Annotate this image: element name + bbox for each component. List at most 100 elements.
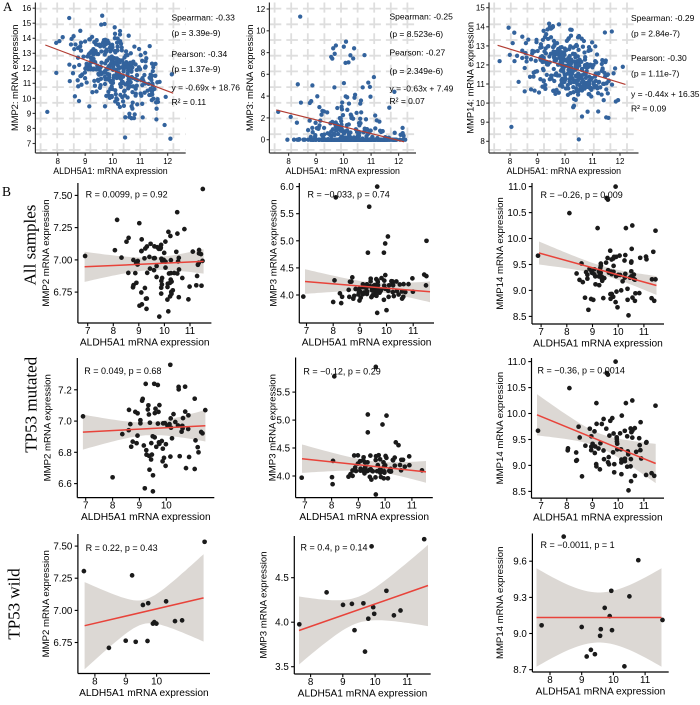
svg-text:10: 10 [561, 157, 570, 166]
svg-text:4.5: 4.5 [276, 444, 290, 455]
svg-text:11: 11 [23, 79, 32, 88]
svg-text:9: 9 [356, 501, 361, 512]
svg-text:Spearman: -0.33: Spearman: -0.33 [172, 13, 236, 23]
svg-text:Pearson: -0.30: Pearson: -0.30 [631, 53, 687, 63]
svg-text:12: 12 [22, 64, 31, 73]
svg-text:9.5: 9.5 [513, 260, 527, 271]
svg-text:8.5: 8.5 [513, 312, 527, 323]
svg-text:8: 8 [92, 677, 98, 688]
svg-text:11.0: 11.0 [508, 357, 527, 368]
svg-text:MMP2 mRNA expression: MMP2 mRNA expression [41, 550, 52, 657]
svg-text:8: 8 [564, 327, 570, 338]
svg-text:8.5: 8.5 [512, 487, 526, 498]
svg-text:8: 8 [330, 326, 336, 337]
svg-text:ALDH5A1: mRNA expression: ALDH5A1: mRNA expression [507, 166, 622, 176]
svg-text:ALDH5A1 mRNA expression: ALDH5A1 mRNA expression [299, 512, 429, 523]
svg-text:9: 9 [480, 118, 485, 127]
svg-text:9: 9 [590, 327, 595, 338]
svg-text:ALDH5A1 mRNA expression: ALDH5A1 mRNA expression [81, 512, 211, 523]
svg-text:11: 11 [367, 157, 376, 166]
svg-text:7.0: 7.0 [58, 417, 72, 428]
svg-text:12: 12 [163, 157, 172, 166]
svg-text:MMP3 mRNA expression: MMP3 mRNA expression [269, 199, 280, 306]
svg-text:9: 9 [136, 326, 141, 337]
svg-text:ALDH5A1 mRNA expression: ALDH5A1 mRNA expression [298, 689, 428, 700]
svg-text:R = −0.36, p = 0.0014: R = −0.36, p = 0.0014 [538, 365, 625, 375]
svg-text:16: 16 [22, 4, 31, 13]
svg-text:7: 7 [83, 501, 88, 512]
svg-text:MMP2: mRNA expression: MMP2: mRNA expression [10, 25, 20, 131]
svg-text:4.0: 4.0 [275, 618, 289, 629]
svg-text:9.6: 9.6 [513, 557, 527, 568]
svg-text:10: 10 [380, 501, 391, 512]
svg-text:TP53 mutated: TP53 mutated [22, 356, 41, 452]
svg-text:7.00: 7.00 [53, 255, 73, 266]
svg-text:7.50: 7.50 [53, 191, 73, 202]
svg-text:7: 7 [85, 326, 90, 337]
svg-text:9.0: 9.0 [512, 461, 526, 472]
svg-text:14: 14 [476, 23, 485, 32]
svg-text:3.5: 3.5 [275, 662, 289, 673]
svg-text:ALDH5A1 mRNA expression: ALDH5A1 mRNA expression [302, 338, 432, 349]
svg-text:6.75: 6.75 [53, 288, 73, 299]
svg-text:11.0: 11.0 [508, 182, 527, 193]
svg-text:12: 12 [476, 61, 485, 70]
svg-text:10: 10 [613, 327, 624, 338]
svg-text:11: 11 [402, 677, 412, 688]
svg-text:10: 10 [370, 677, 381, 688]
svg-text:R² = 0.07: R² = 0.07 [390, 96, 425, 106]
svg-text:10: 10 [608, 675, 619, 686]
svg-text:8: 8 [329, 501, 335, 512]
svg-text:10: 10 [476, 99, 485, 108]
svg-text:7: 7 [538, 501, 543, 512]
svg-text:(p = 1.11e-7): (p = 1.11e-7) [631, 68, 679, 78]
svg-text:9.5: 9.5 [512, 435, 526, 446]
svg-text:9: 9 [579, 675, 584, 686]
svg-text:TP53 wild: TP53 wild [5, 568, 24, 640]
svg-text:MMP2 mRNA expression: MMP2 mRNA expression [41, 199, 52, 306]
svg-text:(p = 1.37e-9): (p = 1.37e-9) [172, 64, 221, 74]
svg-text:2: 2 [261, 114, 266, 123]
svg-text:9: 9 [590, 501, 595, 512]
svg-text:8: 8 [110, 501, 116, 512]
svg-text:10: 10 [381, 326, 392, 337]
svg-text:8: 8 [308, 677, 314, 688]
svg-text:(p = 2.84e-7): (p = 2.84e-7) [631, 29, 680, 39]
svg-text:10.0: 10.0 [507, 234, 527, 245]
svg-text:11: 11 [639, 501, 649, 512]
svg-text:10: 10 [159, 326, 170, 337]
svg-text:ALDH5A1 mRNA expression: ALDH5A1 mRNA expression [533, 513, 663, 524]
svg-text:8: 8 [55, 157, 60, 166]
svg-text:5.0: 5.0 [280, 236, 294, 247]
svg-text:15: 15 [476, 4, 485, 13]
svg-text:10: 10 [339, 157, 348, 166]
svg-text:8: 8 [286, 157, 291, 166]
svg-text:7.50: 7.50 [53, 542, 73, 553]
svg-text:5.5: 5.5 [276, 388, 290, 399]
svg-text:9: 9 [535, 157, 540, 166]
svg-text:12: 12 [256, 5, 265, 14]
svg-text:R = −0.12, p = 0.29: R = −0.12, p = 0.29 [303, 367, 380, 377]
svg-text:ALDH5A1 mRNA expression: ALDH5A1 mRNA expression [79, 688, 209, 699]
svg-text:R = −0.033, p = 0.74: R = −0.033, p = 0.74 [308, 190, 390, 200]
svg-text:ALDH5A1 mRNA expression: ALDH5A1 mRNA expression [536, 687, 666, 698]
svg-text:9: 9 [137, 501, 142, 512]
svg-text:9: 9 [123, 677, 128, 688]
svg-text:ALDH5A1 mRNA expression: ALDH5A1 mRNA expression [80, 338, 210, 349]
svg-text:6.0: 6.0 [280, 182, 294, 193]
svg-text:12: 12 [394, 157, 403, 166]
svg-text:7: 7 [304, 326, 309, 337]
svg-text:9: 9 [83, 157, 88, 166]
svg-text:A: A [3, 0, 13, 14]
svg-text:MMP14 mRNA expression: MMP14 mRNA expression [495, 372, 506, 485]
svg-text:All samples: All samples [21, 205, 40, 286]
svg-text:Pearson: -0.34: Pearson: -0.34 [172, 49, 228, 59]
svg-text:MMP14 mRNA expression: MMP14 mRNA expression [495, 547, 506, 660]
svg-text:8: 8 [27, 124, 32, 133]
svg-text:8: 8 [564, 501, 570, 512]
svg-text:10.5: 10.5 [507, 208, 527, 219]
svg-text:7.25: 7.25 [53, 223, 73, 234]
svg-text:7.25: 7.25 [53, 574, 73, 585]
svg-text:7: 7 [27, 139, 32, 148]
svg-text:10.0: 10.0 [507, 409, 527, 420]
